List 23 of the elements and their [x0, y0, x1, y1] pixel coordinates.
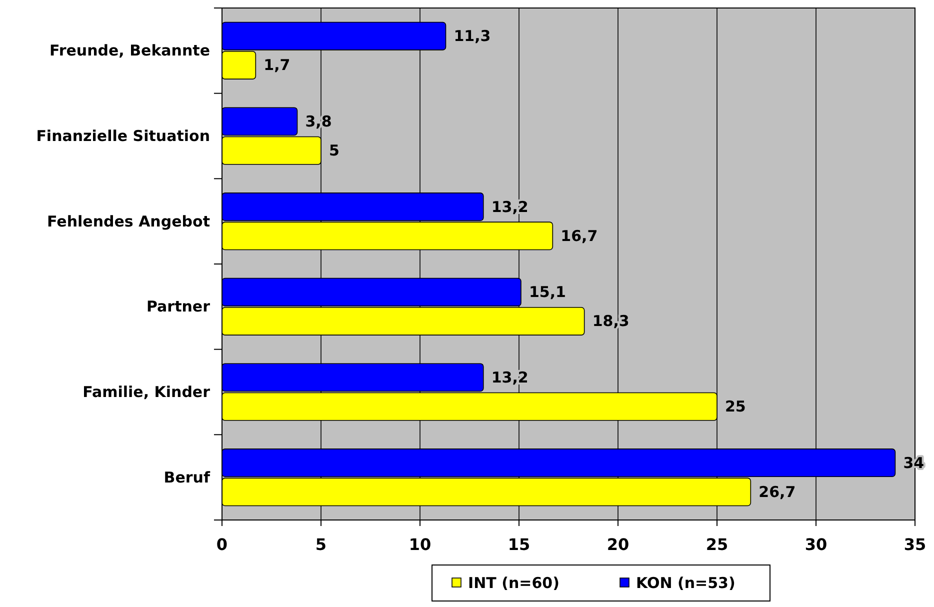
y-tick-label: Familie, Kinder [82, 383, 211, 401]
x-tick-label: 10 [408, 535, 432, 554]
x-tick-label: 0 [216, 535, 228, 554]
legend-label: INT (n=60) [468, 574, 560, 592]
x-tick-label: 35 [904, 535, 926, 554]
data-label: 11,3 [454, 27, 491, 46]
y-tick-label: Fehlendes Angebot [47, 212, 210, 230]
x-tick-label: 30 [804, 535, 828, 554]
legend-label: KON (n=53) [636, 574, 736, 592]
x-tick-label: 20 [606, 535, 630, 554]
data-label: 16,7 [560, 226, 598, 245]
data-label: 26,7 [758, 482, 796, 501]
data-label: 25 [725, 398, 746, 416]
y-tick-label: Freunde, Bekannte [50, 42, 210, 60]
y-tick-label: Beruf [164, 468, 210, 486]
data-label: 5 [329, 142, 340, 160]
data-label: 15,1 [528, 283, 566, 302]
data-label: 1,7 [264, 56, 290, 74]
x-tick-label: 25 [706, 535, 728, 554]
y-tick-label: Partner [146, 298, 211, 316]
y-tick-label: Finanzielle Situation [36, 127, 210, 145]
x-tick-label: 5 [315, 535, 327, 554]
x-tick-label: 15 [508, 535, 530, 554]
